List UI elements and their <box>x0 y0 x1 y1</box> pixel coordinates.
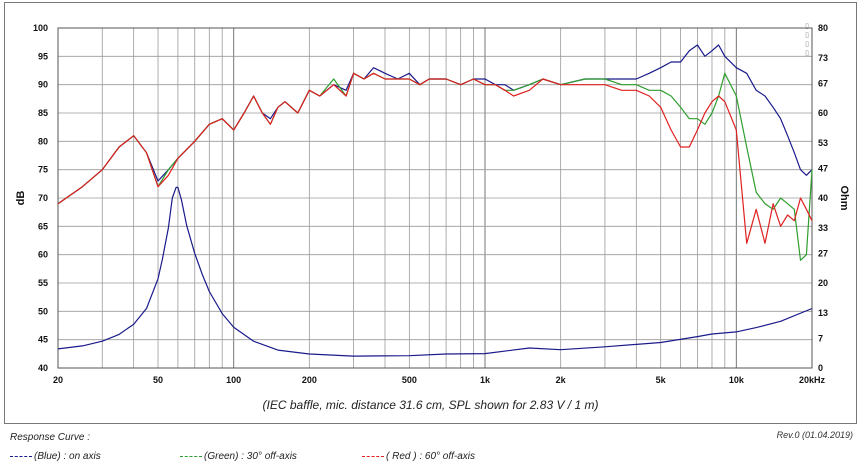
y-axis-left-label: dB <box>15 191 27 206</box>
x-tick-label: 20kHz <box>799 375 826 385</box>
legend-title: Response Curve : <box>10 432 91 443</box>
y-left-tick-label: 40 <box>38 363 48 373</box>
y-left-tick-label: 90 <box>38 80 48 90</box>
x-tick-label: 100 <box>226 375 241 385</box>
y-left-tick-label: 45 <box>38 335 48 345</box>
y-right-tick-label: 7 <box>818 333 823 343</box>
y-left-tick-label: 80 <box>38 136 48 146</box>
x-tick-label: 200 <box>302 375 317 385</box>
y-left-tick-label: 60 <box>38 250 48 260</box>
y-left-tick-label: 95 <box>38 51 48 61</box>
y-left-tick-label: 50 <box>38 306 48 316</box>
x-tick-label: 10k <box>729 375 745 385</box>
legend-swatch-blue <box>10 455 32 457</box>
legend-item-green: (Green) : 30° off-axis <box>180 451 297 462</box>
y-right-tick-label: 73 <box>818 53 828 63</box>
y-right-tick-label: 47 <box>818 163 828 173</box>
y-left-tick-label: 100 <box>33 23 48 33</box>
revision-label: Rev.0 (01.04.2019) <box>776 430 853 440</box>
impedance-line <box>57 186 813 357</box>
y-left-tick-label: 70 <box>38 193 48 203</box>
x-tick-label: 20 <box>53 375 63 385</box>
brand-mark: ▯▯▯▯ <box>803 22 810 58</box>
tick-labels: 20 50 100 200 500 1k 2k 5k 10k 20kHz4045505560657… <box>33 23 828 385</box>
y-right-tick-label: 60 <box>818 108 828 118</box>
spl-on-axis-line <box>57 44 813 205</box>
y-right-tick-label: 40 <box>818 193 828 203</box>
chart-caption: (IEC baffle, mic. distance 31.6 cm, SPL … <box>262 398 599 412</box>
x-tick-label: 5k <box>656 375 667 385</box>
spl-60deg-line <box>57 72 813 244</box>
legend-item-red: ( Red ) : 60° off-axis <box>362 451 475 462</box>
legend-swatch-green <box>180 455 202 457</box>
x-tick-label: 500 <box>402 375 417 385</box>
legend-text-blue: (Blue) : on axis <box>34 451 101 462</box>
y-right-tick-label: 13 <box>818 308 828 318</box>
chart-frame <box>4 2 857 424</box>
x-tick-label: 2k <box>556 375 567 385</box>
x-tick-label: 50 <box>153 375 163 385</box>
grid <box>57 27 813 369</box>
plot-area-border <box>57 27 813 369</box>
y-right-tick-label: 67 <box>818 78 828 88</box>
y-right-tick-label: 20 <box>818 278 828 288</box>
y-right-tick-label: 0 <box>818 363 823 373</box>
y-left-tick-label: 75 <box>38 165 48 175</box>
spl-30deg-line <box>57 72 813 261</box>
y-right-tick-label: 27 <box>818 248 828 258</box>
y-left-tick-label: 65 <box>38 221 48 231</box>
y-left-tick-label: 85 <box>38 108 48 118</box>
series <box>57 44 813 357</box>
y-axis-right-label: Ohm <box>838 185 850 210</box>
legend-text-green: (Green) : 30° off-axis <box>204 451 297 462</box>
legend-text-red: ( Red ) : 60° off-axis <box>386 451 476 462</box>
y-left-tick-label: 55 <box>38 278 48 288</box>
x-tick-label: 1k <box>480 375 491 385</box>
y-right-tick-label: 53 <box>818 138 828 148</box>
legend-item-blue: (Blue) : on axis <box>10 451 101 462</box>
y-right-tick-label: 33 <box>818 223 828 233</box>
y-right-tick-label: 80 <box>818 23 828 33</box>
legend-swatch-red <box>362 455 384 457</box>
